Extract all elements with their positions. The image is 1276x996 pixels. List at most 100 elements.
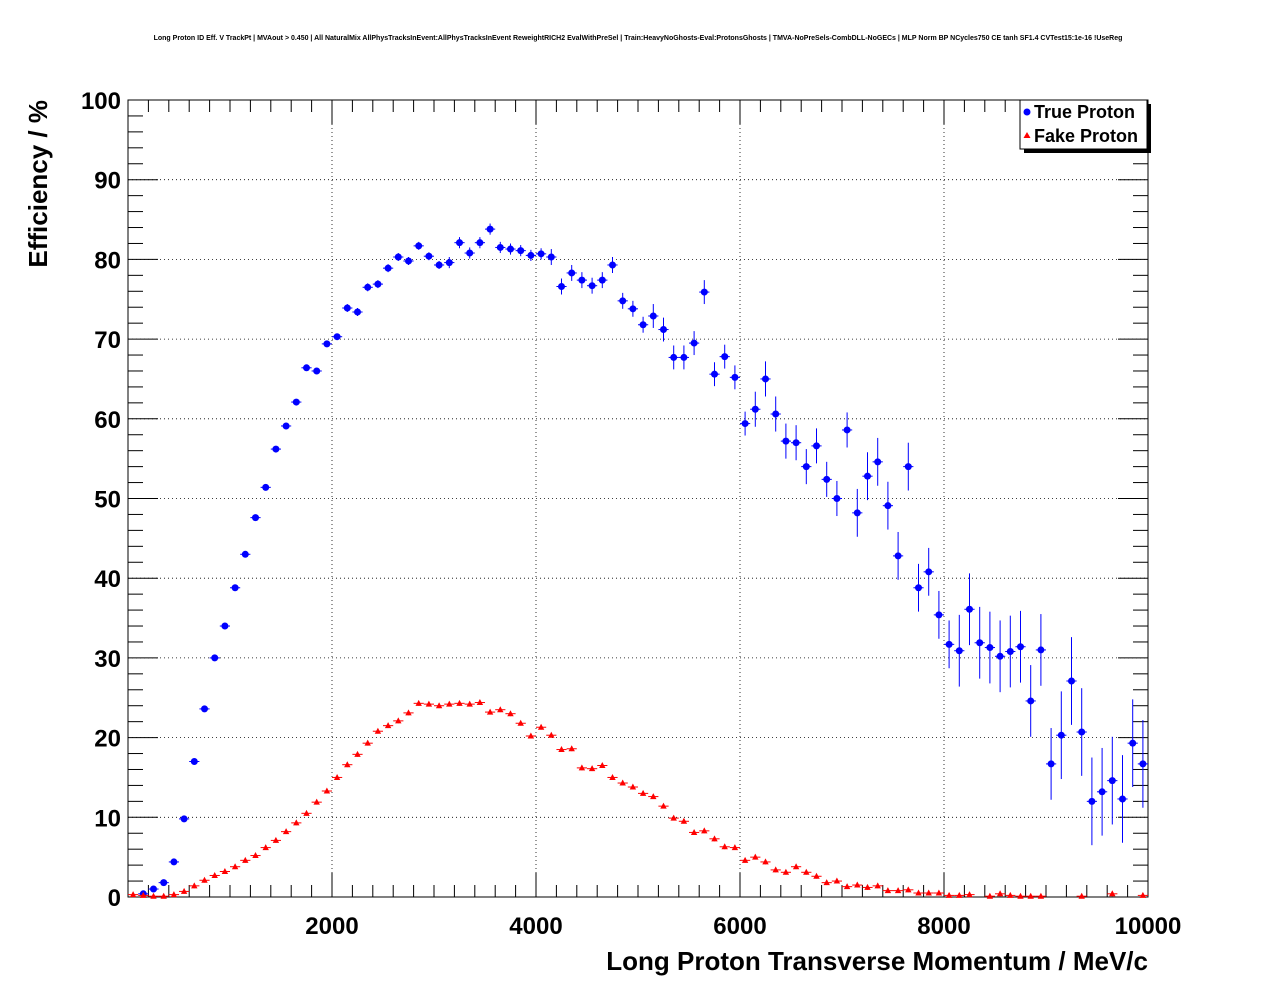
marker-triangle — [558, 746, 565, 753]
true-proton-point — [464, 247, 475, 259]
true-proton-point — [525, 249, 536, 261]
marker-circle — [843, 426, 851, 434]
marker-circle — [966, 605, 973, 613]
fake-proton-point — [209, 871, 220, 878]
true-proton-point — [332, 333, 343, 341]
fake-proton-point — [515, 719, 526, 726]
marker-triangle — [150, 892, 157, 899]
marker-triangle — [823, 879, 830, 886]
fake-proton-point — [393, 717, 404, 724]
true-proton-point — [383, 264, 394, 273]
true-proton-point — [1056, 691, 1067, 780]
fake-proton-point — [423, 700, 434, 707]
fake-proton-point — [342, 761, 353, 768]
true-proton-point — [474, 237, 485, 249]
fake-proton-point — [1035, 892, 1046, 899]
fake-proton-point — [831, 877, 842, 884]
marker-circle — [456, 239, 463, 247]
true-proton-point — [791, 425, 802, 461]
marker-triangle — [1037, 892, 1045, 899]
fake-proton-point — [189, 882, 200, 889]
marker-triangle — [1109, 890, 1116, 897]
fake-proton-point — [1107, 890, 1118, 897]
marker-triangle — [333, 773, 341, 780]
true-proton-point — [434, 260, 445, 269]
true-proton-point — [658, 317, 669, 342]
fake-proton-point — [658, 802, 669, 809]
fake-proton-point — [689, 828, 700, 835]
marker-circle — [680, 353, 688, 361]
marker-circle — [384, 264, 392, 272]
fake-proton-point — [811, 872, 822, 879]
marker-circle — [629, 305, 637, 313]
marker-triangle — [578, 764, 586, 771]
true-proton-point — [179, 815, 190, 823]
fake-proton-point — [984, 892, 995, 899]
chart-title: Long Proton ID Eff. V TrackPt | MVAout >… — [153, 35, 1123, 42]
marker-circle — [945, 640, 953, 648]
true-proton-point — [372, 280, 383, 289]
marker-triangle — [690, 828, 698, 835]
fake-proton-point — [954, 891, 965, 898]
marker-circle — [415, 242, 423, 250]
true-proton-point — [668, 345, 679, 370]
marker-circle — [578, 276, 586, 284]
marker-circle — [1047, 760, 1055, 768]
marker-triangle — [140, 891, 147, 898]
true-proton-point — [311, 367, 322, 375]
marker-circle — [1129, 739, 1137, 747]
true-proton-point — [158, 879, 169, 887]
y-tick-label: 60 — [94, 407, 121, 434]
marker-triangle — [803, 868, 810, 875]
marker-circle — [252, 514, 259, 522]
marker-triangle — [884, 887, 892, 894]
marker-triangle — [833, 877, 841, 884]
fake-proton-point — [230, 863, 241, 870]
fake-proton-point — [617, 779, 628, 786]
marker-circle — [925, 568, 933, 576]
true-proton-point — [393, 253, 404, 261]
marker-circle — [160, 879, 168, 887]
marker-triangle — [986, 892, 994, 899]
marker-circle — [190, 758, 198, 766]
marker-circle — [639, 321, 647, 329]
marker-triangle — [619, 779, 626, 786]
true-proton-point — [607, 257, 618, 273]
true-proton-point — [515, 245, 526, 257]
marker-triangle — [650, 793, 657, 800]
fake-proton-point — [464, 700, 475, 707]
true-proton-point — [230, 584, 241, 592]
marker-triangle — [374, 727, 382, 734]
fake-proton-point — [576, 764, 587, 771]
true-proton-point — [485, 223, 496, 235]
fake-proton-point — [821, 879, 832, 886]
marker-circle — [976, 639, 984, 647]
fake-proton-point — [158, 892, 169, 899]
true-proton-point — [699, 280, 710, 305]
marker-circle — [364, 283, 372, 291]
fake-proton-point — [383, 722, 394, 729]
marker-triangle — [894, 887, 902, 894]
true-proton-point — [342, 304, 353, 313]
marker-triangle — [395, 717, 402, 724]
marker-triangle — [415, 699, 422, 706]
marker-circle — [1037, 646, 1045, 654]
marker-triangle — [527, 732, 535, 739]
marker-circle — [313, 367, 321, 375]
marker-triangle — [497, 706, 504, 713]
marker-triangle — [354, 750, 361, 757]
marker-circle — [813, 442, 820, 450]
true-proton-point — [536, 248, 547, 260]
marker-triangle — [211, 871, 218, 878]
true-proton-point — [546, 249, 557, 265]
marker-triangle — [323, 787, 331, 794]
y-tick-label: 100 — [81, 88, 121, 115]
true-proton-point — [454, 237, 465, 249]
true-proton-point — [505, 243, 516, 255]
marker-circle — [721, 353, 729, 361]
fake-proton-point — [321, 787, 332, 794]
fake-proton-point — [750, 853, 761, 860]
fake-proton-point — [903, 886, 914, 893]
marker-triangle — [231, 863, 239, 870]
fake-proton-point — [709, 835, 720, 842]
